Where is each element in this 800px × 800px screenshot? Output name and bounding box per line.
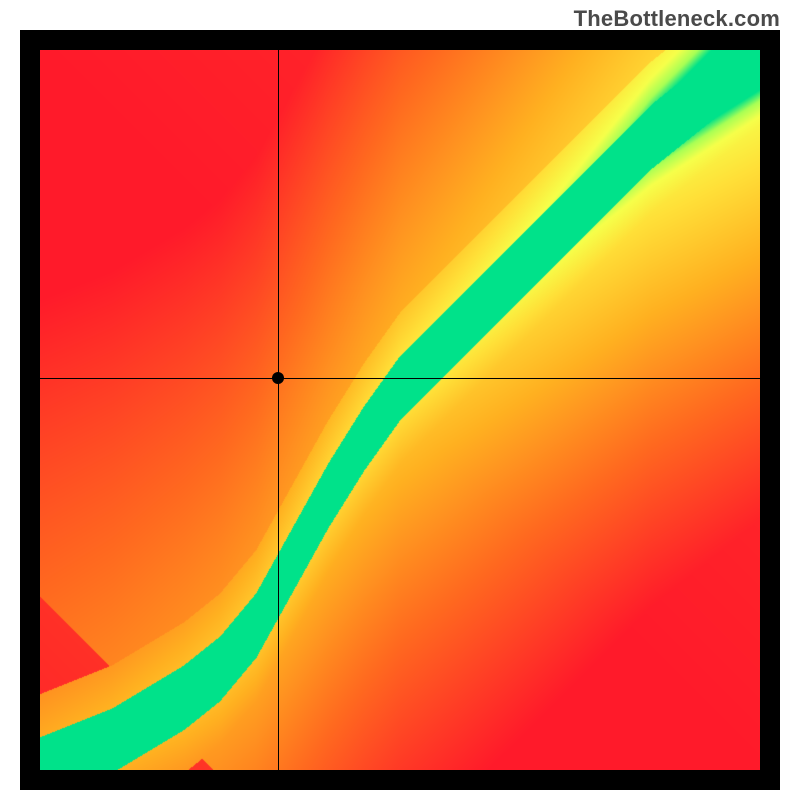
heatmap-canvas [40, 50, 760, 770]
crosshair-vertical [278, 50, 279, 770]
plot-frame [20, 30, 780, 790]
crosshair-marker [272, 372, 284, 384]
crosshair-horizontal [40, 378, 760, 379]
plot-area [40, 50, 760, 770]
watermark-text: TheBottleneck.com [574, 6, 780, 32]
